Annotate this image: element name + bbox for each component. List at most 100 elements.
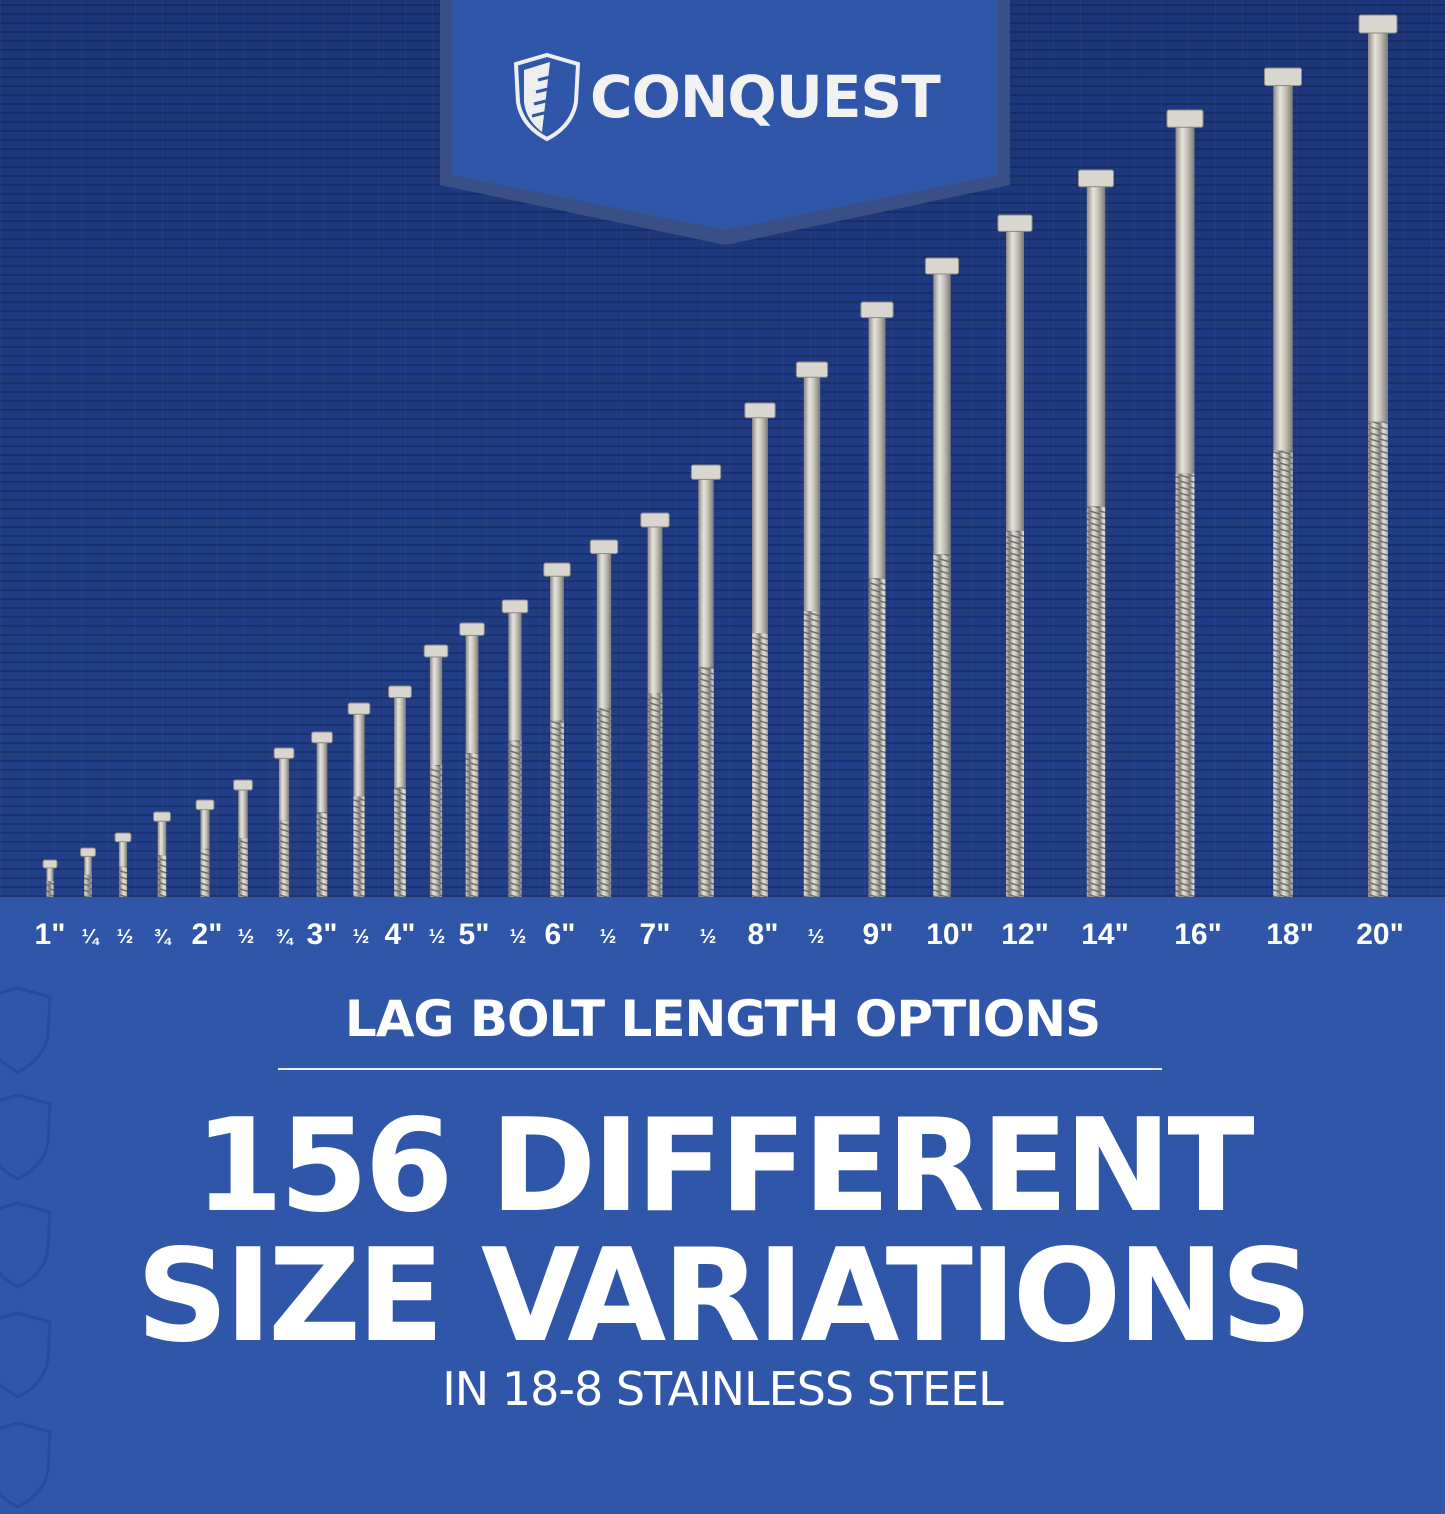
length-label: 18" <box>1266 918 1314 951</box>
divider <box>278 1068 1162 1070</box>
bolt-shank <box>278 758 290 821</box>
bolt-thread <box>596 708 612 897</box>
bolt-shank <box>698 479 714 668</box>
bolt-head <box>459 622 485 636</box>
length-label: ½ <box>237 926 255 948</box>
bolt <box>1077 169 1115 897</box>
brand-logo: CONQUEST <box>512 52 941 142</box>
bolt-shank <box>353 714 365 797</box>
bolt-head <box>347 702 371 715</box>
bolt-shank <box>647 527 663 694</box>
bolt-shank <box>238 790 248 839</box>
shield-icon <box>0 1420 54 1514</box>
bolt <box>690 464 722 897</box>
bolt <box>311 731 333 897</box>
bolt <box>924 257 960 897</box>
bolt-shank <box>118 841 128 867</box>
bolt-thread <box>353 796 365 897</box>
length-label: ½ <box>599 926 617 948</box>
bolt-thread <box>698 667 714 897</box>
length-label: 10" <box>926 918 974 951</box>
length-label: 3" <box>306 918 338 951</box>
length-label: ½ <box>699 926 717 948</box>
bolt <box>459 622 485 897</box>
bolt-head <box>311 731 333 744</box>
bolt-thread <box>46 881 54 897</box>
length-label: 6" <box>544 918 576 951</box>
bolt-thread <box>465 753 479 897</box>
length-label: 1" <box>34 918 66 951</box>
length-label: ½ <box>352 926 370 948</box>
length-label: 16" <box>1174 918 1222 951</box>
bolt <box>1166 109 1204 897</box>
bolt <box>347 702 371 897</box>
bolt-shank <box>316 742 328 813</box>
length-label: ¾ <box>275 926 293 948</box>
length-label: ¾ <box>153 926 171 948</box>
bolt-thread <box>508 740 522 897</box>
bolt <box>114 832 132 897</box>
bolt-shank <box>803 377 821 612</box>
material-text: IN 18-8 STAINLESS STEEL <box>442 1362 1004 1416</box>
bolt-shank <box>157 821 167 856</box>
bolt-shank <box>200 809 210 849</box>
bolt-thread <box>278 820 290 897</box>
bolt-thread <box>868 578 886 897</box>
length-label: 4" <box>384 918 416 951</box>
bolt <box>860 301 894 897</box>
bolt-head <box>153 811 171 822</box>
bolt <box>501 599 529 897</box>
bolt-thread <box>200 848 210 897</box>
bolt-thread <box>316 812 328 897</box>
length-label: ½ <box>116 926 134 948</box>
bolt-thread <box>238 838 248 897</box>
bolt-thread <box>803 611 821 897</box>
brand-banner <box>440 0 1010 245</box>
bolt-head <box>195 799 215 811</box>
length-label: 5" <box>458 918 490 951</box>
bolt-head <box>501 599 529 614</box>
bolt <box>423 644 449 897</box>
length-label: 12" <box>1001 918 1049 951</box>
bolt-head <box>423 644 449 658</box>
bolt-shank <box>394 697 406 788</box>
bolt-head <box>1263 67 1303 87</box>
bolt-thread <box>1175 473 1195 897</box>
length-label: ½ <box>428 926 446 948</box>
bolt-head <box>114 832 132 843</box>
bolt-head <box>860 301 894 319</box>
bolt <box>195 799 215 897</box>
shield-icon <box>0 1092 54 1186</box>
shield-icon <box>0 985 54 1079</box>
bolt-shank <box>84 856 92 875</box>
bolt-thread <box>429 765 443 897</box>
bolt-thread <box>647 693 663 897</box>
bolt-head <box>589 539 619 555</box>
bolt-head <box>1077 169 1115 188</box>
bolt-thread <box>157 855 167 897</box>
bolt-shank <box>1175 127 1195 474</box>
bolt-thread <box>1273 450 1293 897</box>
bolt-head <box>924 257 960 275</box>
bolt-shank <box>429 657 443 765</box>
bolt-head <box>388 685 412 699</box>
bolt-head <box>640 512 670 528</box>
bolt-thread <box>752 633 768 897</box>
shield-icon <box>0 1310 54 1404</box>
bolt <box>42 859 58 897</box>
length-label: 7" <box>639 918 671 951</box>
subtitle: LAG BOLT LENGTH OPTIONS <box>344 990 1101 1048</box>
bolt-thread <box>118 866 128 897</box>
bolt-shank <box>868 317 886 579</box>
bolt-shank <box>1368 33 1388 422</box>
bolt-shank <box>596 553 612 709</box>
bolt <box>1263 67 1303 897</box>
length-label: 9" <box>862 918 894 951</box>
length-label: 20" <box>1356 918 1404 951</box>
bolt <box>80 847 96 897</box>
bolt-head <box>997 214 1033 232</box>
length-label: 8" <box>747 918 779 951</box>
bolt-head <box>795 361 829 378</box>
info-panel <box>0 897 1445 1445</box>
bolt <box>543 562 571 897</box>
